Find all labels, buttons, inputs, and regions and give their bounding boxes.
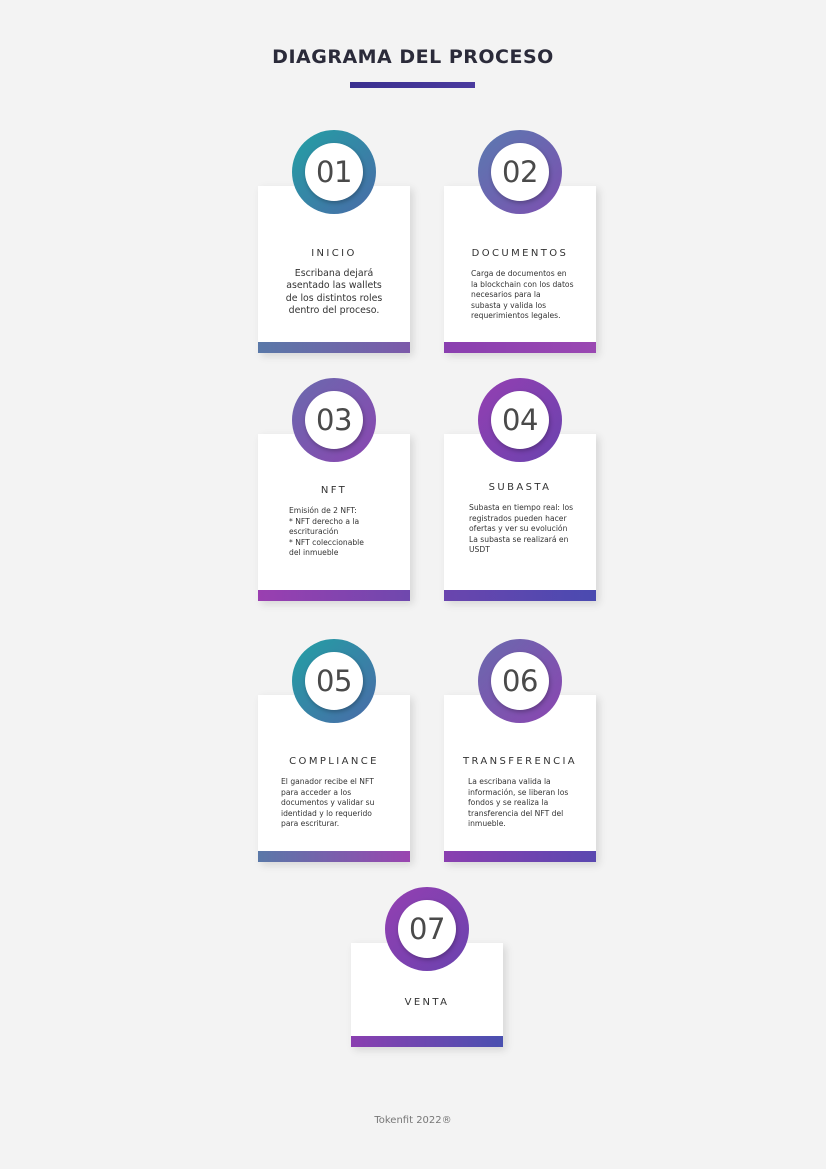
step-number-badge: 01 — [292, 130, 376, 214]
step-number: 06 — [502, 664, 538, 698]
card-accent-bar — [258, 342, 410, 353]
step-04: 04 SUBASTA Subasta en tiempo real: los r… — [444, 378, 596, 602]
step-heading: COMPLIANCE — [289, 756, 379, 767]
step-heading: SUBASTA — [488, 482, 552, 493]
step-number: 02 — [502, 155, 538, 189]
card-accent-bar — [444, 851, 596, 862]
title-underline — [350, 82, 475, 88]
card-accent-bar — [444, 590, 596, 601]
step-number-badge: 03 — [292, 378, 376, 462]
step-number: 04 — [502, 403, 538, 437]
step-number-badge: 05 — [292, 639, 376, 723]
card-accent-bar — [258, 590, 410, 601]
step-heading: DOCUMENTOS — [471, 248, 569, 259]
step-06: 06 TRANSFERENCIA La escribana valida la … — [444, 639, 596, 863]
step-heading: TRANSFERENCIA — [462, 756, 578, 767]
card-accent-bar — [444, 342, 596, 353]
step-02: 02 DOCUMENTOS Carga de documentos en la … — [444, 130, 596, 354]
page-title: DIAGRAMA DEL PROCESO — [272, 46, 554, 68]
step-number-badge: 02 — [478, 130, 562, 214]
step-number: 01 — [316, 155, 352, 189]
step-heading: NFT — [320, 485, 348, 496]
step-number-badge: 04 — [478, 378, 562, 462]
step-01: 01 INICIO Escribana dejará asentado las … — [258, 130, 410, 354]
step-number: 05 — [316, 664, 352, 698]
card-accent-bar — [351, 1036, 503, 1047]
step-03: 03 NFT Emisión de 2 NFT: * NFT derecho a… — [258, 378, 410, 602]
step-description: Subasta en tiempo real: los registrados … — [469, 503, 574, 555]
step-05: 05 COMPLIANCE El ganador recibe el NFT p… — [258, 639, 410, 863]
step-description: Emisión de 2 NFT: * NFT derecho a la esc… — [289, 506, 364, 558]
step-number-badge: 06 — [478, 639, 562, 723]
step-number-badge: 07 — [385, 887, 469, 971]
step-number: 07 — [409, 912, 445, 946]
step-07: 07 VENTA — [351, 887, 503, 1111]
step-heading: VENTA — [404, 997, 450, 1008]
footer-credit: Tokenfit 2022® — [374, 1115, 452, 1126]
card-accent-bar — [258, 851, 410, 862]
step-heading: INICIO — [311, 248, 357, 259]
step-description: Carga de documentos en la blockchain con… — [471, 269, 574, 321]
step-description: Escribana dejará asentado las wallets de… — [285, 268, 383, 317]
step-description: El ganador recibe el NFT para acceder a … — [281, 777, 375, 829]
step-description: La escribana valida la información, se l… — [468, 777, 569, 829]
step-number: 03 — [316, 403, 352, 437]
